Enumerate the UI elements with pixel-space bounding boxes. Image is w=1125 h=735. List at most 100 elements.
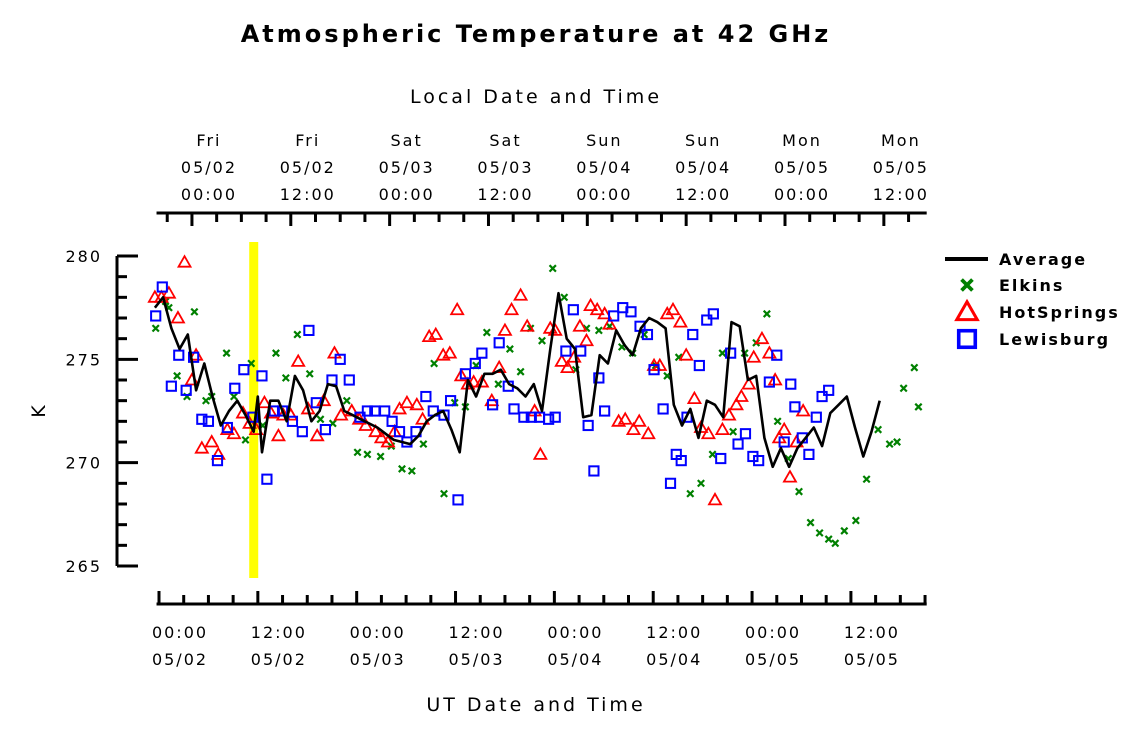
data-point-elkins	[831, 539, 840, 548]
data-point-lewisburg	[693, 359, 705, 372]
bottom-tick-label-time: 12:00	[646, 623, 702, 642]
data-point-lewisburg	[560, 345, 572, 357]
data-point-lewisburg	[707, 308, 719, 320]
data-point-lewisburg	[816, 390, 828, 403]
data-point-lewisburg	[202, 415, 215, 427]
data-point-lewisburg	[156, 281, 168, 293]
data-point-hotsprings	[453, 368, 469, 382]
top-tick-label-time: 12:00	[280, 185, 336, 204]
data-point-lewisburg	[803, 448, 815, 460]
top-tick-label-day: Mon	[782, 131, 822, 150]
top-tick-label-time: 00:00	[181, 185, 237, 204]
data-point-elkins	[893, 438, 902, 446]
data-point-lewisburg	[625, 306, 637, 318]
data-point-hotsprings	[513, 287, 529, 301]
data-point-elkins	[560, 293, 569, 302]
data-point-hotsprings	[449, 301, 465, 316]
bottom-axis-title: UT Date and Time	[426, 694, 645, 716]
bottom-tick-label-time: 12:00	[844, 623, 900, 642]
data-point-hotsprings	[707, 492, 723, 506]
data-point-hotsprings	[665, 301, 681, 316]
data-point-lewisburg	[753, 455, 765, 467]
bottom-tick-label-time: 12:00	[448, 623, 504, 642]
data-point-lewisburg	[701, 314, 713, 326]
data-point-lewisburg	[180, 384, 192, 396]
data-point-lewisburg	[247, 411, 259, 423]
data-point-lewisburg	[256, 370, 268, 382]
data-point-elkins	[173, 371, 182, 380]
y-tick-label: 280	[65, 247, 102, 266]
data-point-lewisburg	[393, 426, 406, 438]
data-point-elkins	[795, 487, 803, 496]
data-point-lewisburg	[785, 378, 797, 390]
data-point-lewisburg	[687, 328, 699, 341]
legend-label-lewisburg: Lewisburg	[999, 330, 1110, 349]
data-point-hotsprings	[391, 401, 408, 415]
y-tick-label: 275	[65, 350, 102, 369]
data-point-lewisburg	[276, 405, 289, 417]
top-tick-label-date: 05/05	[873, 158, 929, 177]
data-point-elkins	[718, 349, 727, 358]
data-point-lewisburg	[810, 411, 822, 423]
data-point-lewisburg	[739, 428, 752, 440]
data-point-lewisburg	[261, 473, 273, 485]
top-tick-label-day: Fri	[295, 131, 320, 150]
top-tick-label-date: 05/04	[675, 158, 731, 177]
data-point-lewisburg	[763, 376, 775, 388]
bottom-tick-label-time: 12:00	[251, 623, 307, 642]
top-tick-label-date: 05/02	[181, 158, 237, 177]
data-point-elkins	[419, 440, 428, 449]
top-tick-label-date: 05/03	[379, 158, 435, 177]
legend-swatch-lewisburg	[956, 328, 978, 350]
data-point-hotsprings	[333, 407, 349, 421]
data-point-lewisburg	[196, 413, 208, 425]
data-point-elkins	[353, 448, 362, 457]
top-tick-label-date: 05/02	[280, 158, 336, 177]
data-point-hotsprings	[761, 345, 777, 359]
data-point-lewisburg	[657, 403, 669, 415]
data-point-lewisburg	[238, 364, 250, 376]
data-point-lewisburg	[165, 380, 177, 392]
data-point-elkins	[430, 359, 439, 368]
data-point-lewisburg	[664, 477, 677, 489]
data-point-hotsprings	[572, 318, 588, 332]
data-point-hotsprings	[554, 353, 570, 367]
data-point-elkins	[505, 345, 514, 353]
data-point-elkins	[862, 475, 871, 484]
data-point-elkins	[271, 349, 280, 358]
data-point-elkins	[885, 440, 894, 449]
data-point-hotsprings	[767, 372, 783, 386]
data-point-hotsprings	[733, 388, 749, 402]
top-tick-label-time: 12:00	[477, 185, 533, 204]
data-point-hotsprings	[204, 434, 220, 448]
top-tick-label-time: 00:00	[576, 185, 632, 204]
data-point-elkins	[914, 402, 923, 411]
bottom-tick-label-date: 05/03	[448, 650, 504, 669]
data-point-hotsprings	[782, 469, 798, 483]
bottom-tick-label-time: 00:00	[547, 623, 603, 642]
data-point-lewisburg	[211, 455, 224, 467]
bottom-tick-label-time: 00:00	[350, 623, 406, 642]
data-point-hotsprings	[235, 405, 251, 419]
data-point-hotsprings	[256, 394, 272, 409]
data-point-lewisburg	[420, 390, 432, 403]
top-tick-label-date: 05/04	[576, 158, 632, 177]
data-point-elkins	[773, 417, 782, 426]
top-tick-label-day: Fri	[196, 131, 221, 150]
data-point-hotsprings	[700, 425, 716, 440]
data-point-hotsprings	[210, 446, 226, 460]
data-point-lewisburg	[778, 436, 790, 448]
data-point-hotsprings	[368, 423, 384, 438]
data-point-lewisburg	[588, 465, 600, 477]
bottom-tick-label-date: 05/05	[745, 650, 801, 669]
bottom-tick-label-date: 05/05	[844, 650, 900, 669]
data-point-elkins	[363, 450, 372, 459]
data-point-lewisburg	[386, 415, 398, 427]
data-point-hotsprings	[466, 374, 482, 388]
data-point-hotsprings	[741, 376, 757, 390]
data-point-hotsprings	[625, 421, 642, 435]
data-point-elkins	[494, 380, 503, 389]
data-point-lewisburg	[543, 413, 555, 425]
data-point-elkins	[910, 363, 919, 372]
data-point-elkins	[398, 464, 406, 473]
